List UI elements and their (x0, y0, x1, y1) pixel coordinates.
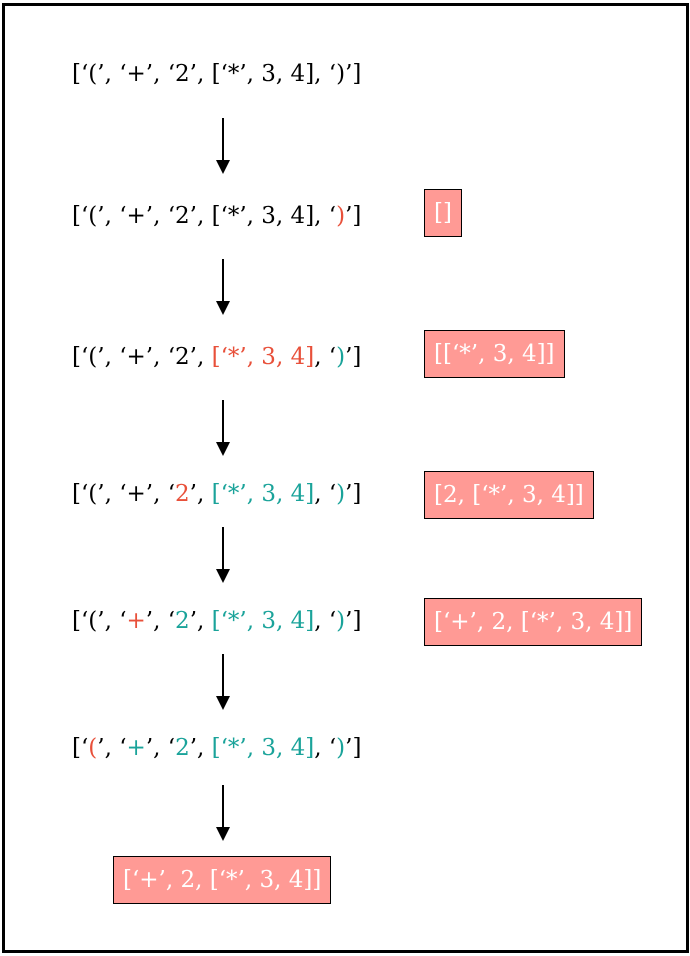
expression-token: + (126, 608, 146, 634)
result-box: [‘+’, 2, [‘*’, 3, 4]] (113, 856, 332, 904)
expression-token: ) (336, 203, 346, 229)
stack-box-3: [[‘*’, 3, 4]] (424, 330, 565, 378)
arrow-down-icon (216, 259, 230, 315)
expression-token: [‘*’, 3, 4] (211, 344, 315, 370)
expression-token: [‘*’, 3, 4] (211, 735, 315, 761)
expression-token: [‘*’, 3, 4] (211, 608, 315, 634)
stack-box-2: [] (424, 189, 462, 237)
expression-token: [‘*’, 3, 4] (211, 481, 315, 507)
expression-token: [‘(’, ‘ (72, 608, 127, 634)
expression-token: , ‘ (314, 608, 337, 634)
expression-token: ’, ‘ (145, 735, 176, 761)
arrow-down-icon (216, 400, 230, 456)
expression-token: ’] (345, 203, 362, 229)
expression-token: ’, ‘ (145, 608, 176, 634)
expression-step-3: [‘(’, ‘+’, ‘2’, [‘*’, 3, 4], ‘)’] (72, 342, 361, 372)
expression-step-5: [‘(’, ‘+’, ‘2’, [‘*’, 3, 4], ‘)’] (72, 606, 361, 636)
expression-token: ) (336, 481, 346, 507)
expression-token: [‘ (72, 735, 89, 761)
expression-token: ’, ‘ (97, 735, 127, 761)
expression-token: ’, (189, 481, 212, 507)
expression-token: 2 (175, 481, 190, 507)
expression-token: [‘(’, ‘+’, ‘2’, [‘*’, 3, 4], ‘ (72, 203, 337, 229)
expression-token: , ‘ (314, 344, 337, 370)
expression-token: , ‘ (314, 481, 337, 507)
expression-token: ( (88, 735, 98, 761)
expression-token: ) (336, 735, 346, 761)
expression-token: 2 (175, 608, 190, 634)
expression-step-4: [‘(’, ‘+’, ‘2’, [‘*’, 3, 4], ‘)’] (72, 479, 361, 509)
expression-token: ) (336, 608, 346, 634)
expression-token: ’, (189, 735, 212, 761)
stack-box-5: [‘+’, 2, [‘*’, 3, 4]] (424, 598, 643, 646)
arrow-down-icon (216, 527, 230, 583)
expression-token: ’, (189, 608, 212, 634)
expression-token: [‘(’, ‘+’, ‘2’, [‘*’, 3, 4], ‘)’] (72, 61, 362, 87)
expression-token: + (126, 735, 146, 761)
expression-token: ) (336, 344, 346, 370)
stack-box-4: [2, [‘*’, 3, 4]] (424, 471, 594, 519)
arrow-down-icon (216, 654, 230, 710)
expression-token: ’] (345, 481, 362, 507)
expression-step-6: [‘(’, ‘+’, ‘2’, [‘*’, 3, 4], ‘)’] (72, 733, 361, 763)
expression-token: ’] (345, 735, 362, 761)
expression-token: ’] (345, 344, 362, 370)
expression-token: 2 (175, 735, 190, 761)
arrow-down-icon (216, 118, 230, 174)
expression-token: , ‘ (314, 735, 337, 761)
expression-token: [‘(’, ‘+’, ‘ (72, 481, 176, 507)
expression-token: ’] (345, 608, 362, 634)
expression-step-2: [‘(’, ‘+’, ‘2’, [‘*’, 3, 4], ‘)’] (72, 201, 361, 231)
arrow-down-icon (216, 785, 230, 841)
expression-token: [‘(’, ‘+’, ‘2’, (72, 344, 212, 370)
expression-step-1: [‘(’, ‘+’, ‘2’, [‘*’, 3, 4], ‘)’] (72, 59, 361, 89)
